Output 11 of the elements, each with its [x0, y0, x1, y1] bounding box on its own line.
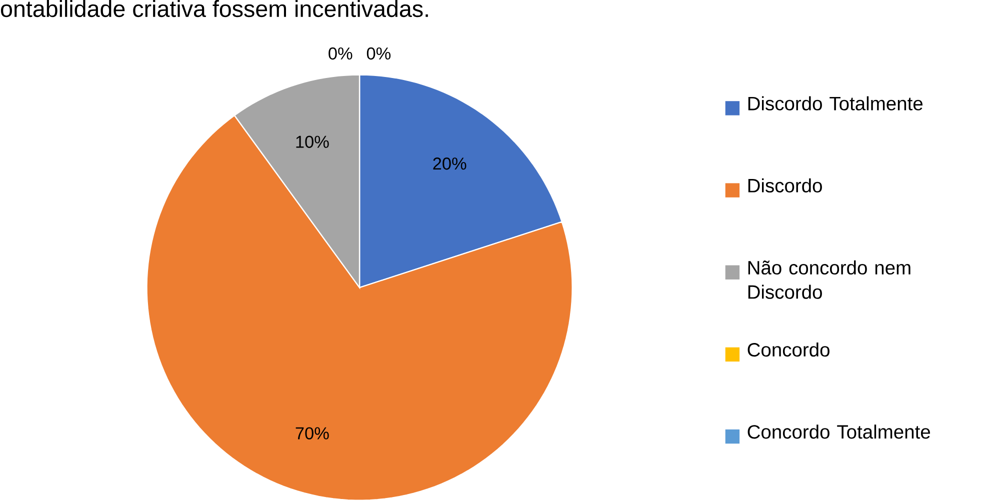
- legend-label: Discordo Totalmente: [748, 96, 922, 110]
- legend-label: Concordo: [748, 342, 830, 357]
- legend-label: Não concordo nem Discordo: [748, 260, 910, 299]
- chart-title: ontabilidade criativa fossem incentivadas.: [0, 0, 428, 18]
- data-label: 70%: [296, 427, 329, 440]
- data-label: 20%: [433, 158, 466, 170]
- data-label: 10%: [296, 136, 329, 148]
- legend-label: Concordo Totalmente: [748, 424, 930, 439]
- legend-label: Discordo: [748, 178, 822, 192]
- text: 0%: [366, 47, 391, 60]
- text: 0%: [328, 47, 352, 60]
